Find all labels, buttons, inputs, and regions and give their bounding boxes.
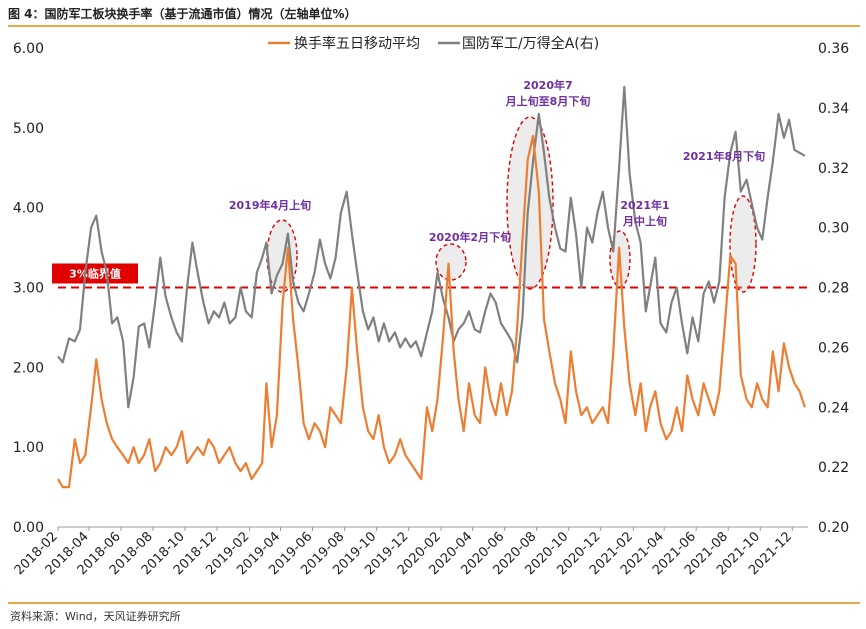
y-right-tick-label: 0.34 <box>818 101 849 117</box>
legend-label-relative: 国防军工/万得全A(右) <box>462 35 599 52</box>
threshold-label: 3%临界值 <box>69 267 121 281</box>
y-right-tick-label: 0.30 <box>818 221 849 237</box>
highlight-ellipse <box>506 116 554 290</box>
y-left-tick-label: 1.00 <box>13 440 44 456</box>
highlight-ellipses <box>266 116 757 293</box>
legend-label-turnover: 换手率五日移动平均 <box>294 35 420 52</box>
turnover-series-line <box>57 134 806 489</box>
axis-layer: 0.00 1.00 2.00 3.00 4.00 5.00 6.00 0.20 0.22 0.24… <box>12 41 849 578</box>
annotation-label: 2021年8月下旬 <box>683 149 765 163</box>
y-right-tick-label: 0.36 <box>818 41 849 57</box>
y-left-tick-label: 2.00 <box>13 360 44 376</box>
y-right-tick-label: 0.26 <box>818 340 849 356</box>
y-left-tick-label: 5.00 <box>13 121 44 137</box>
highlight-ellipse <box>729 195 757 293</box>
source-divider <box>8 602 860 604</box>
annotation-label: 2019年4月上旬 <box>229 198 311 212</box>
annotation-label: 2020年2月下旬 <box>429 230 511 244</box>
threshold-label-box <box>52 263 138 284</box>
source-note: 资料来源：Wind，天风证券研究所 <box>10 610 181 623</box>
y-right-tick-label: 0.24 <box>818 400 849 416</box>
y-right-tick-label: 0.20 <box>818 520 849 536</box>
y-right-tick-label: 0.28 <box>818 281 849 297</box>
annotation-layer: 2019年4月上旬 2020年2月下旬 2020年7 月上旬至8月下旬 2021年1 月中… <box>229 78 765 244</box>
series-layer <box>57 85 806 489</box>
y-right-tick-label: 0.22 <box>818 460 849 476</box>
relative-strength-series-line <box>57 85 806 409</box>
y-left-tick-label: 0.00 <box>13 520 44 536</box>
legend: 换手率五日移动平均 国防军工/万得全A(右) <box>268 35 599 52</box>
annotation-label: 2021年1 月中上旬 <box>620 198 669 228</box>
highlight-ellipse <box>435 243 467 281</box>
y-left-tick-label: 3.00 <box>13 281 44 297</box>
figure-title: 图 4：国防军工板块换手率（基于流通市值）情况（左轴单位%） <box>8 7 357 21</box>
y-right-tick-label: 0.32 <box>818 161 849 177</box>
title-divider <box>8 25 860 27</box>
threshold-layer: 3%临界值 <box>52 263 808 289</box>
y-left-tick-label: 6.00 <box>13 41 44 57</box>
annotation-label: 2020年7 月上旬至8月下旬 <box>505 78 591 108</box>
y-left-tick-label: 4.00 <box>13 201 44 217</box>
